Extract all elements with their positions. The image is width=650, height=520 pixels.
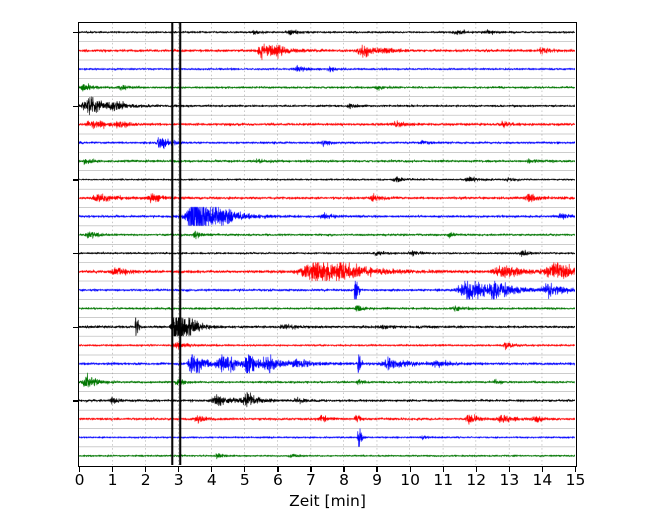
y-axis-tick-mark [73,32,78,34]
x-axis-tick-label: 10 [400,471,421,489]
trace-canvas-container [79,23,576,466]
x-axis-tick-label: 2 [140,471,151,489]
x-axis-tick-label: 8 [339,471,349,489]
x-axis-tick-label: 13 [499,471,520,489]
x-axis-tick-label: 3 [173,471,184,489]
x-axis-tick-label: 7 [306,471,316,489]
x-axis-tick-label: 11 [433,471,454,489]
x-axis-tick-mark [574,467,577,472]
x-axis-tick-mark [310,467,312,472]
x-axis-tick-label: 12 [466,471,487,489]
x-axis-tick-label: 15 [565,471,586,489]
x-axis-tick-label: 6 [272,471,283,489]
x-axis-tick-label: 5 [239,471,250,489]
y-axis-tick-mark [73,105,78,108]
x-axis-tick-mark [111,467,114,472]
x-axis-tick-mark [442,467,444,472]
x-axis-tick-label: 4 [206,471,217,489]
x-axis-tick-label: 14 [532,471,553,489]
y-axis-tick-mark [73,253,78,255]
x-axis-tick-mark [409,467,411,472]
y-axis-label-container: UTC (Lokalzeit = UTC + 01:00) [0,0,118,520]
x-axis-label: Zeit [min] [289,492,366,510]
y-axis-tick-mark [73,400,78,402]
x-axis-tick-label: 9 [372,471,383,489]
x-axis-tick-mark [541,467,544,472]
x-axis-tick-mark [78,467,81,472]
y-axis-tick-mark [73,326,78,329]
x-axis-tick-mark [376,467,378,472]
x-axis-tick-label: 0 [74,471,85,489]
x-axis-tick-mark [244,467,246,472]
seismogram-canvas [79,23,575,465]
x-axis-tick-mark [178,467,180,472]
x-axis-tick-mark [343,467,345,472]
plot-area [78,22,577,467]
x-axis-tick-mark [211,467,213,472]
y-axis-tick-mark [73,179,78,181]
x-axis-tick-mark [475,467,477,472]
x-axis-tick-mark [144,467,147,472]
x-axis-tick-label: 1 [107,471,118,489]
x-axis-tick-mark [508,467,510,472]
x-axis-tick-mark [277,467,279,472]
